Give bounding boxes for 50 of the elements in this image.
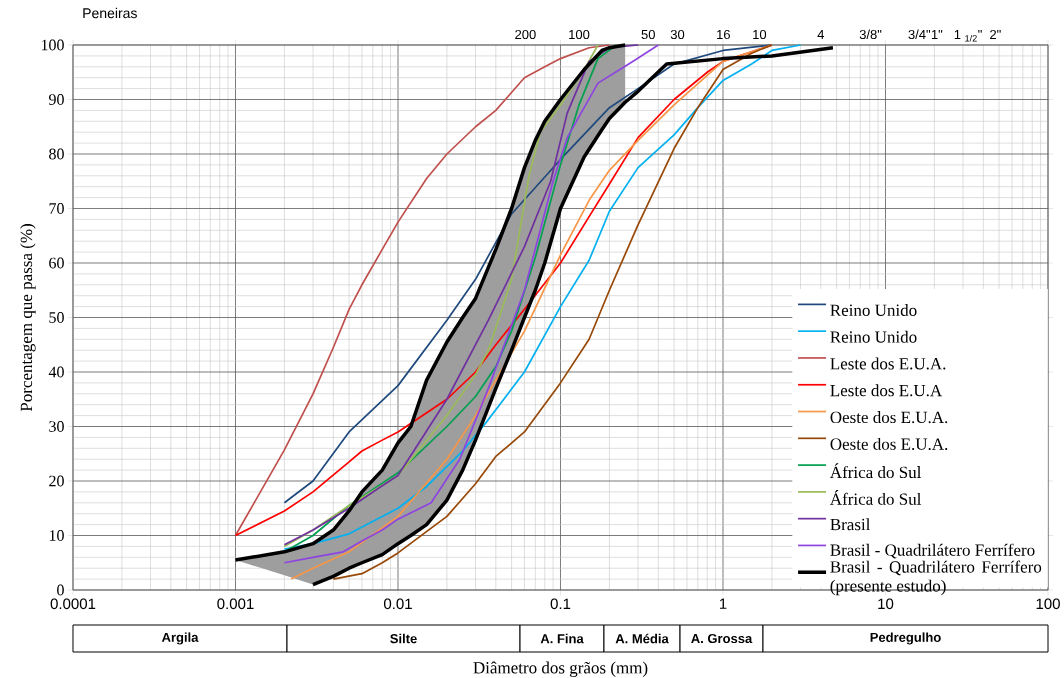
- y-tick-label: 70: [49, 203, 64, 214]
- y-tick-label: 40: [48, 366, 64, 378]
- x-axis-title: Diâmetro dos grãos (mm): [473, 661, 648, 678]
- legend-label: África do Sul: [829, 490, 922, 505]
- x-tick-label: 100: [1036, 598, 1060, 610]
- x-tick-label: 10: [878, 598, 894, 610]
- y-tick-label: 20: [49, 475, 64, 487]
- x-tick-label: 0.0001: [50, 598, 96, 610]
- y-tick-label: 0: [57, 584, 64, 596]
- y-axis-title: Porcentagem que passa (%): [20, 224, 36, 412]
- text: 3/4": [908, 29, 931, 40]
- legend-label: Oeste dos E.U.A.: [830, 437, 948, 450]
- text: Peneiras: [83, 7, 137, 19]
- y-tick-label: 100: [41, 39, 64, 51]
- text: A. Média: [615, 633, 669, 644]
- y-tick-label: 90: [49, 94, 64, 105]
- text: 16: [717, 29, 730, 40]
- y-tick-label: 80: [49, 148, 64, 160]
- text: 1": [931, 30, 943, 39]
- legend-label: Brasil - Quadrilátero Ferrífero: [830, 543, 1035, 559]
- text: 4: [817, 30, 825, 39]
- text: 10: [753, 29, 767, 40]
- legend-label: África do Sul: [829, 463, 922, 479]
- text: A. Fina: [540, 633, 584, 644]
- text: Silte: [390, 633, 417, 644]
- x-tick-label: 0.1: [550, 598, 571, 610]
- legend-label: Reino Unido: [830, 304, 917, 316]
- y-tick-label: 10: [49, 530, 64, 541]
- text: Argila: [161, 632, 199, 645]
- text: 100: [569, 29, 590, 40]
- text: 200: [515, 29, 536, 40]
- text: A. Grossa: [691, 633, 753, 644]
- legend-label: Reino Unido: [830, 330, 917, 343]
- y-tick-label: 50: [49, 312, 64, 323]
- legend-label: Brasil - Quadrilátero Ferrífero (presente estudo): [830, 560, 1042, 596]
- text: Pedregulho: [870, 632, 941, 645]
- x-tick-label: 0.01: [383, 598, 412, 610]
- text: 1 $_{1/2}$": [954, 30, 982, 42]
- legend-label: Leste dos E.U.A.: [830, 357, 946, 370]
- y-tick-label: 60: [49, 257, 64, 269]
- legend-label: Oeste dos E.U.A.: [830, 411, 948, 424]
- text: 3/8": [859, 29, 882, 40]
- legend-label: Brasil: [830, 518, 871, 531]
- y-tick-label: 30: [49, 421, 64, 432]
- text: 30: [670, 29, 685, 40]
- text: 50: [641, 29, 655, 40]
- legend-label: Leste dos E.U.A: [830, 384, 943, 397]
- text: 2": [990, 29, 1001, 39]
- x-tick-label: 0.001: [217, 598, 254, 610]
- x-tick-label: 1: [719, 598, 727, 609]
